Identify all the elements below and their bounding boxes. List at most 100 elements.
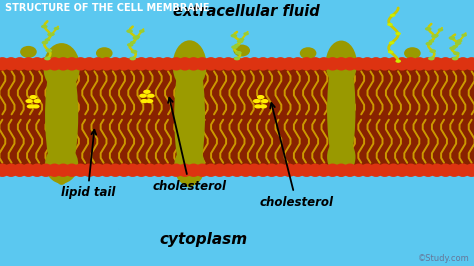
- Circle shape: [452, 45, 458, 48]
- Ellipse shape: [238, 164, 253, 177]
- Text: extracellular fluid: extracellular fluid: [173, 5, 320, 19]
- Ellipse shape: [117, 57, 131, 70]
- Circle shape: [260, 104, 267, 109]
- Ellipse shape: [447, 164, 462, 177]
- Circle shape: [461, 34, 467, 37]
- Ellipse shape: [238, 57, 253, 70]
- Ellipse shape: [264, 164, 279, 177]
- Circle shape: [449, 46, 456, 50]
- Ellipse shape: [125, 164, 140, 177]
- Circle shape: [42, 41, 48, 44]
- Ellipse shape: [91, 164, 105, 177]
- Ellipse shape: [47, 57, 62, 70]
- Circle shape: [26, 99, 33, 103]
- Ellipse shape: [186, 57, 201, 70]
- Ellipse shape: [12, 57, 27, 70]
- Ellipse shape: [134, 164, 149, 177]
- Circle shape: [126, 29, 133, 33]
- Ellipse shape: [82, 57, 97, 70]
- Ellipse shape: [203, 57, 219, 70]
- Ellipse shape: [282, 164, 297, 177]
- Ellipse shape: [247, 164, 262, 177]
- Ellipse shape: [64, 164, 79, 177]
- Ellipse shape: [56, 164, 71, 177]
- Ellipse shape: [299, 164, 314, 177]
- Circle shape: [234, 44, 240, 47]
- Ellipse shape: [327, 138, 356, 176]
- Ellipse shape: [117, 164, 131, 177]
- Circle shape: [129, 57, 136, 60]
- Circle shape: [253, 99, 261, 103]
- Ellipse shape: [273, 164, 288, 177]
- Ellipse shape: [360, 164, 375, 177]
- Ellipse shape: [377, 164, 392, 177]
- Circle shape: [44, 57, 51, 60]
- Ellipse shape: [395, 57, 410, 70]
- Ellipse shape: [369, 164, 383, 177]
- FancyBboxPatch shape: [0, 62, 474, 172]
- Circle shape: [29, 95, 37, 99]
- Text: STRUCTURE OF THE CELL MEMBRANE: STRUCTURE OF THE CELL MEMBRANE: [5, 3, 209, 13]
- Circle shape: [147, 94, 155, 98]
- Ellipse shape: [326, 41, 357, 87]
- Circle shape: [448, 36, 455, 40]
- Ellipse shape: [99, 164, 114, 177]
- Ellipse shape: [351, 57, 366, 70]
- Ellipse shape: [160, 57, 175, 70]
- Circle shape: [254, 104, 262, 109]
- Ellipse shape: [221, 164, 236, 177]
- Ellipse shape: [21, 164, 36, 177]
- Ellipse shape: [30, 57, 45, 70]
- Ellipse shape: [264, 57, 279, 70]
- Ellipse shape: [343, 164, 357, 177]
- Ellipse shape: [21, 57, 36, 70]
- Ellipse shape: [169, 164, 183, 177]
- Ellipse shape: [447, 57, 462, 70]
- Ellipse shape: [177, 57, 192, 70]
- Ellipse shape: [108, 164, 123, 177]
- Ellipse shape: [233, 45, 250, 56]
- Circle shape: [431, 34, 438, 38]
- Circle shape: [135, 35, 140, 39]
- Circle shape: [234, 57, 240, 60]
- Ellipse shape: [134, 57, 149, 70]
- Circle shape: [389, 41, 394, 44]
- Ellipse shape: [195, 57, 210, 70]
- Circle shape: [387, 23, 393, 26]
- Ellipse shape: [386, 57, 401, 70]
- Ellipse shape: [369, 57, 383, 70]
- Circle shape: [457, 39, 463, 43]
- Circle shape: [429, 49, 436, 53]
- Ellipse shape: [0, 57, 10, 70]
- Circle shape: [146, 99, 154, 103]
- Ellipse shape: [229, 164, 245, 177]
- Circle shape: [45, 38, 50, 41]
- Ellipse shape: [403, 164, 418, 177]
- Ellipse shape: [325, 164, 340, 177]
- Ellipse shape: [334, 164, 349, 177]
- Ellipse shape: [212, 57, 227, 70]
- Circle shape: [395, 32, 401, 35]
- Ellipse shape: [99, 57, 114, 70]
- Circle shape: [231, 45, 238, 49]
- Ellipse shape: [82, 164, 97, 177]
- Circle shape: [47, 33, 54, 36]
- Text: cholesterol: cholesterol: [153, 98, 227, 193]
- Ellipse shape: [186, 164, 201, 177]
- Ellipse shape: [174, 146, 205, 186]
- Ellipse shape: [377, 57, 392, 70]
- Ellipse shape: [47, 164, 62, 177]
- Ellipse shape: [404, 47, 421, 59]
- Circle shape: [139, 94, 147, 98]
- Circle shape: [230, 34, 237, 38]
- Ellipse shape: [0, 164, 10, 177]
- Ellipse shape: [255, 164, 271, 177]
- Ellipse shape: [195, 164, 210, 177]
- Circle shape: [428, 57, 435, 60]
- Text: cholesterol: cholesterol: [259, 103, 333, 209]
- Circle shape: [395, 60, 401, 63]
- Ellipse shape: [30, 164, 45, 177]
- Ellipse shape: [334, 57, 349, 70]
- Ellipse shape: [386, 164, 401, 177]
- Ellipse shape: [38, 57, 53, 70]
